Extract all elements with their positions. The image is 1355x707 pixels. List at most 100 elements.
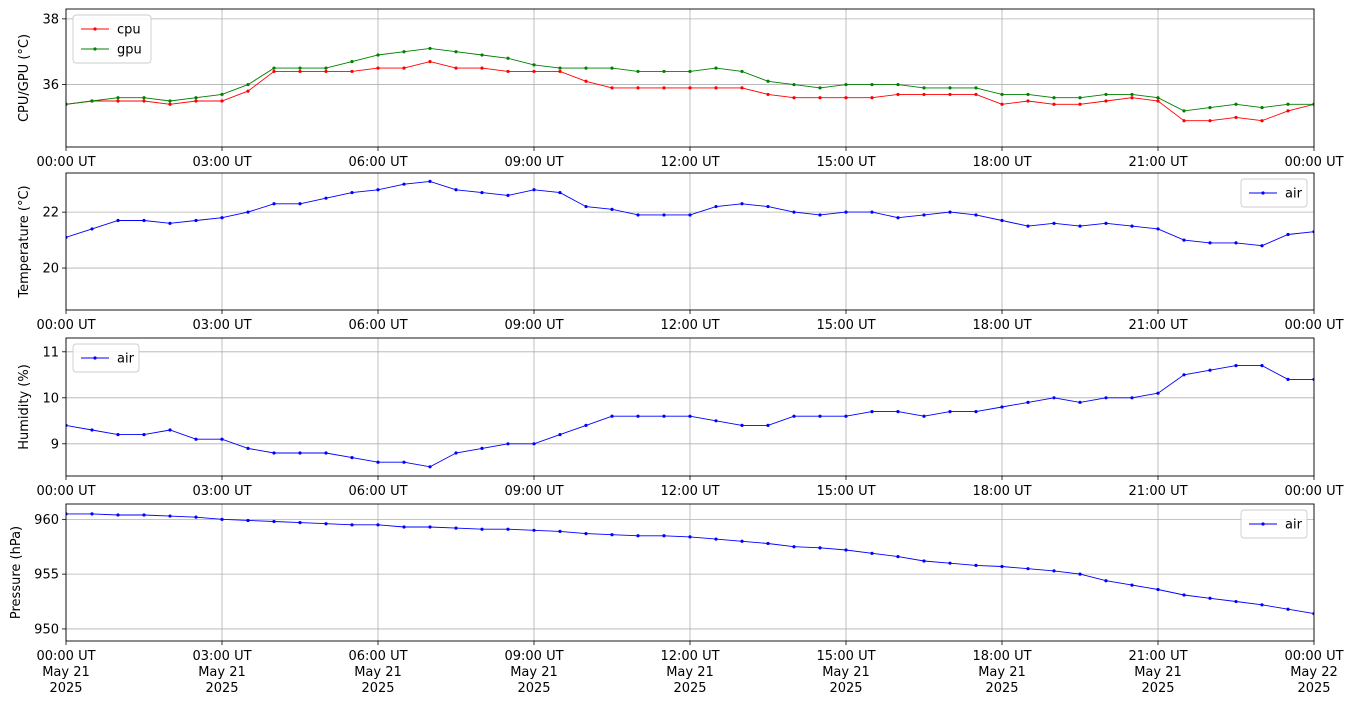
data-point-air [1156, 587, 1160, 592]
data-point-air [1026, 224, 1030, 228]
legend-marker-cpu [93, 27, 97, 31]
legend-marker-gpu [93, 47, 97, 51]
x-tick-label: 21:00 UT [1128, 484, 1187, 499]
data-point-air [116, 433, 120, 437]
data-point-cpu [1182, 119, 1186, 123]
data-point-gpu [1078, 96, 1082, 100]
data-point-gpu [844, 82, 848, 87]
data-point-air [1104, 396, 1108, 400]
data-point-air [844, 548, 848, 552]
data-point-air [1182, 373, 1186, 377]
data-point-cpu [1286, 109, 1290, 113]
data-point-air [376, 460, 380, 464]
data-point-air [870, 410, 874, 414]
data-point-air [636, 534, 640, 538]
data-point-gpu [116, 96, 120, 100]
data-point-air [1000, 564, 1004, 569]
data-point-gpu [1104, 92, 1108, 97]
data-point-air [662, 213, 666, 217]
data-point-air [896, 216, 900, 220]
data-point-air [766, 204, 770, 209]
data-point-cpu [636, 86, 640, 90]
legend: air [72, 343, 140, 373]
data-point-gpu [194, 96, 198, 100]
data-point-air [766, 423, 770, 427]
data-point-air [402, 182, 406, 186]
data-point-air [506, 442, 510, 446]
data-point-gpu [1286, 102, 1290, 106]
data-point-air [818, 546, 822, 550]
x-tick-label: 09:00 UT May 21 2025 [504, 649, 563, 696]
data-point-air [220, 517, 224, 521]
data-point-cpu [1052, 102, 1056, 106]
data-point-gpu [220, 92, 224, 97]
x-tick-label: 18:00 UT [972, 155, 1031, 170]
data-point-air [532, 442, 536, 446]
data-point-gpu [610, 66, 614, 70]
data-layer [66, 364, 1314, 469]
data-point-gpu [324, 66, 328, 70]
data-point-air [948, 561, 952, 565]
axes-frame [65, 337, 1315, 477]
data-point-cpu [662, 86, 666, 90]
data-point-cpu [298, 69, 302, 74]
data-point-gpu [402, 50, 406, 54]
x-tick-label: 00:00 UT [1284, 484, 1343, 499]
data-point-air [662, 414, 666, 418]
data-point-air [1052, 569, 1056, 573]
data-point-gpu [948, 86, 952, 90]
data-point-air [792, 414, 796, 418]
data-point-air [896, 410, 900, 414]
chart-panel-3: 00:00 UT 03:00 UT 06:00 UT 09:00 UT 12:00 UT… [17, 337, 1344, 499]
data-point-air [116, 513, 120, 517]
data-point-air [714, 537, 718, 541]
data-point-air [116, 218, 120, 223]
data-point-air [1286, 607, 1290, 611]
data-point-air [1130, 583, 1134, 587]
data-point-air [220, 437, 224, 441]
data-point-gpu [1052, 96, 1056, 100]
data-point-air [610, 207, 614, 211]
data-point-air [246, 518, 250, 523]
data-point-air [194, 218, 198, 223]
x-tick-label: 06:00 UT [348, 318, 407, 333]
data-point-cpu [324, 69, 328, 74]
data-point-air [1156, 227, 1160, 231]
data-point-air [1000, 218, 1004, 223]
x-tick-label: 18:00 UT [972, 484, 1031, 499]
legend: air [1240, 178, 1308, 208]
legend-label-cpu: cpu [117, 23, 141, 38]
data-point-cpu [1260, 119, 1264, 123]
legend-label-air: air [1285, 187, 1303, 202]
data-point-cpu [610, 86, 614, 90]
data-point-air [818, 414, 822, 418]
data-point-gpu [766, 79, 770, 83]
data-point-air [688, 213, 692, 217]
data-point-air [298, 451, 302, 455]
data-point-air [350, 523, 354, 527]
data-point-air [948, 210, 952, 214]
x-tick-label: 12:00 UT [660, 484, 719, 499]
data-point-air [974, 410, 978, 414]
data-point-air [922, 559, 926, 563]
data-point-cpu [818, 96, 822, 100]
y-tick-label: 20 [42, 262, 59, 277]
data-point-air [402, 460, 406, 464]
data-layer [66, 512, 1314, 616]
x-tick-label: 00:00 UT [36, 484, 95, 499]
data-point-gpu [298, 66, 302, 70]
y-axis-label: Temperature (°C) [17, 185, 32, 298]
data-point-air [662, 534, 666, 538]
x-tick-label: 00:00 UT May 21 2025 [36, 649, 95, 696]
data-point-air [896, 555, 900, 559]
data-point-air [558, 433, 562, 437]
data-point-air [792, 210, 796, 214]
data-point-air [1156, 391, 1160, 395]
data-point-cpu [402, 66, 406, 70]
data-point-air [272, 451, 276, 455]
x-tick-label: 15:00 UT [816, 155, 875, 170]
data-point-air [168, 514, 172, 518]
data-point-air [90, 227, 94, 231]
chart-panel-1: 00:00 UT 03:00 UT 06:00 UT 09:00 UT 12:00 UT… [17, 8, 1344, 170]
data-point-air [480, 190, 484, 195]
